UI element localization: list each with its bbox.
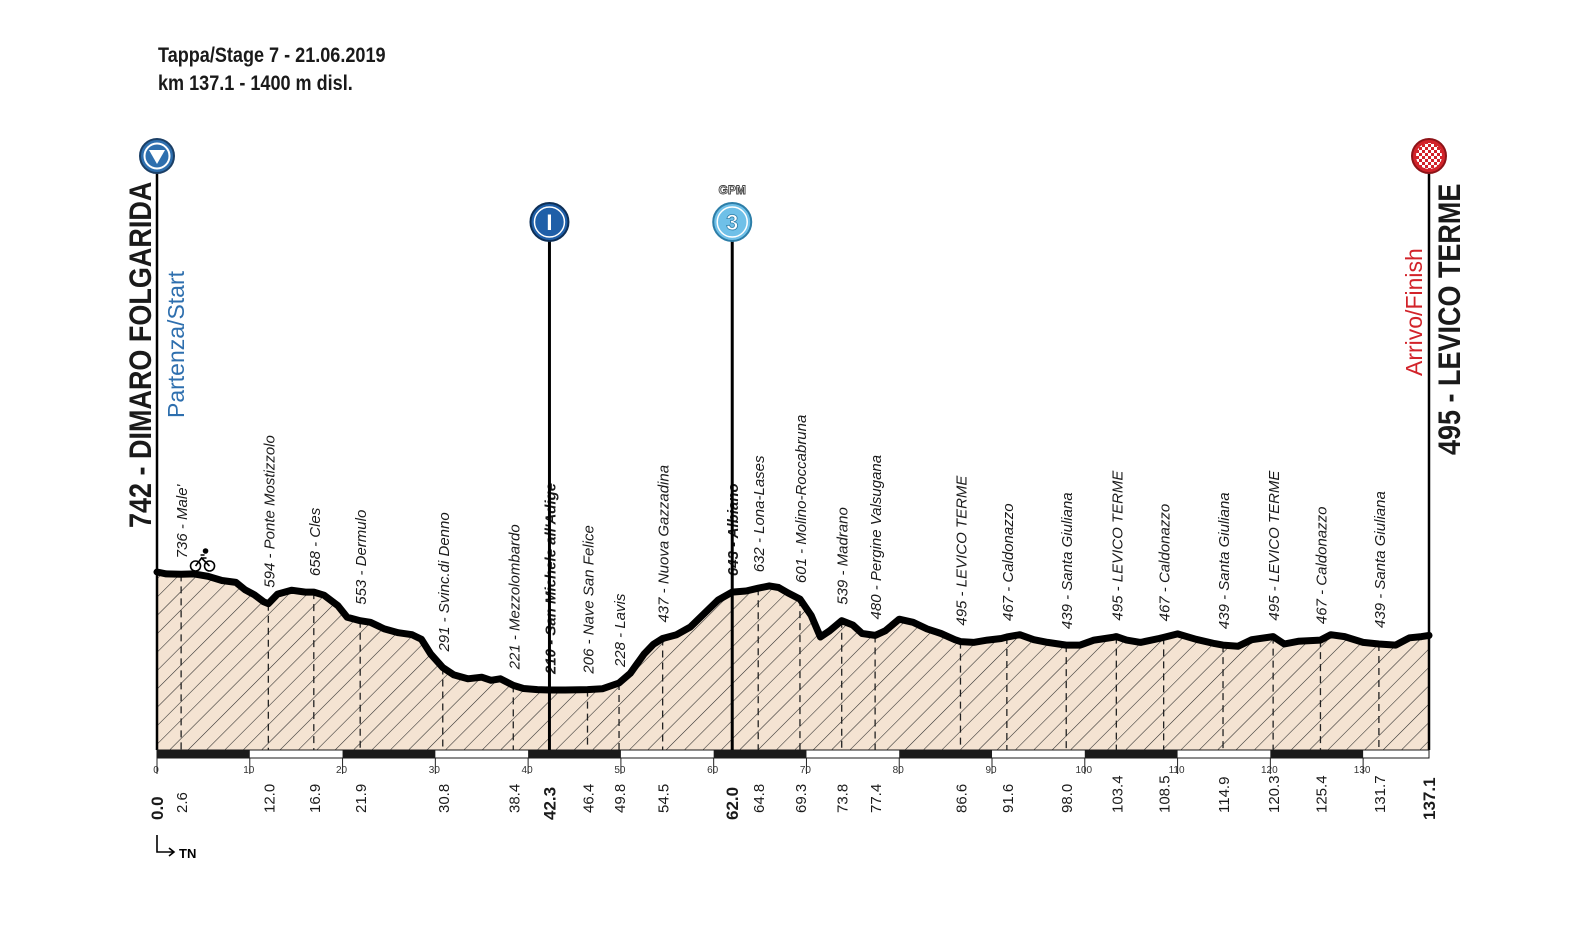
stage-subtitle: km 137.1 - 1400 m disl. xyxy=(158,72,353,95)
waypoint-km: 131.7 xyxy=(1372,775,1389,813)
x-tick-label: 0 xyxy=(153,765,159,776)
waypoint-label: 594 - Ponte Mostizzolo xyxy=(261,435,278,588)
cyclist-icon xyxy=(189,548,216,572)
waypoint-label: 553 - Dermulo xyxy=(353,510,370,605)
waypoint-label: 539 - Madrano xyxy=(835,507,852,605)
km-bar-segment xyxy=(528,750,621,758)
waypoint-km: 120.3 xyxy=(1266,775,1283,813)
waypoint-label: 206 - Nave San Felice xyxy=(580,525,597,674)
waypoint-km: 0.0 xyxy=(148,796,167,820)
waypoint-label: 658 - Cles xyxy=(307,507,324,576)
x-tick-label: 90 xyxy=(985,765,997,776)
intermediate-sprint-marker: I xyxy=(529,202,570,750)
waypoint-km: 38.4 xyxy=(506,784,523,813)
gpm-climb-marker: 3 GPM xyxy=(712,183,753,750)
waypoint-km: 64.8 xyxy=(751,784,768,813)
waypoint-labels: 736 - Male' 594 - Ponte Mostizzolo 658 - C… xyxy=(174,415,1389,675)
waypoint-label: 495 - LEVICO TERME xyxy=(953,475,970,626)
waypoint-label: 439 - Santa Giuliana xyxy=(1216,492,1233,629)
checkered-flag-icon xyxy=(1416,143,1442,169)
km-bar-segment xyxy=(1270,750,1364,758)
waypoint-km: 30.8 xyxy=(436,784,453,813)
profile-area xyxy=(157,572,1429,750)
waypoint-km: 21.9 xyxy=(353,784,370,813)
region-label: TN xyxy=(179,846,196,861)
x-tick-label: 110 xyxy=(1169,765,1185,776)
x-axis-ticks: 0 10 20 30 40 50 60 70 80 90 100 110 120 130 xyxy=(153,758,1371,776)
start-place: 742 - DIMARO FOLGARIDA xyxy=(124,182,158,528)
arrow-right-icon xyxy=(156,835,176,857)
waypoint-label: 601 - Molino-Roccabruna xyxy=(793,415,810,583)
x-tick-label: 70 xyxy=(800,765,812,776)
waypoint-label: 480 - Pergine Valsugana xyxy=(868,455,885,620)
x-tick-label: 50 xyxy=(614,765,626,776)
waypoint-km: 42.3 xyxy=(540,787,559,820)
x-tick-label: 40 xyxy=(522,765,534,776)
waypoint-km: 108.5 xyxy=(1157,775,1174,813)
waypoint-label: 495 - LEVICO TERME xyxy=(1266,470,1283,621)
waypoint-km: 62.0 xyxy=(723,787,742,820)
x-tick-label: 30 xyxy=(429,765,441,776)
waypoint-km: 54.5 xyxy=(656,784,673,813)
waypoint-label: 221 - Mezzolombardo xyxy=(506,524,523,670)
km-bar-segment xyxy=(713,750,807,758)
waypoint-dash-lines xyxy=(180,574,1380,750)
km-bar-segment xyxy=(342,750,436,758)
waypoint-km: 2.6 xyxy=(174,792,191,813)
waypoint-label: 467 - Caldonazzo xyxy=(1000,503,1017,621)
waypoint-km: 125.4 xyxy=(1313,775,1330,813)
km-scale-bar xyxy=(156,749,1430,759)
waypoint-label: 467 - Caldonazzo xyxy=(1313,507,1330,625)
profile-line xyxy=(153,568,1433,694)
waypoint-label: 291 - Svinc.di Denno xyxy=(436,512,453,652)
intermediate-sprint-icon: I xyxy=(546,210,552,235)
km-bar-segment xyxy=(899,750,993,758)
stage-title-block: Tappa/Stage 7 - 21.06.2019 km 137.1 - 14… xyxy=(158,42,423,98)
waypoint-km: 114.9 xyxy=(1216,777,1233,813)
start-label: Partenza/Start xyxy=(163,270,189,418)
waypoint-km: 73.8 xyxy=(835,784,852,813)
waypoint-label: 439 - Santa Giuliana xyxy=(1059,492,1076,629)
km-bar-segment xyxy=(1084,750,1178,758)
x-tick-label: 130 xyxy=(1354,765,1371,776)
gpm-label: GPM xyxy=(719,183,746,197)
x-tick-label: 60 xyxy=(707,765,719,776)
finish-label: Arrivo/Finish xyxy=(1401,248,1427,376)
waypoint-km: 46.4 xyxy=(580,784,597,813)
waypoint-km-labels: 0.0 2.6 12.0 16.9 21.9 30.8 38.4 42.3 46.4 49.8 54… xyxy=(148,775,1439,820)
finish-marker xyxy=(1411,138,1447,174)
waypoint-km: 12.0 xyxy=(261,784,278,813)
waypoint-label: 228 - Lavis xyxy=(612,593,629,668)
waypoint-km: 137.1 xyxy=(1420,777,1439,820)
waypoint-km: 16.9 xyxy=(307,784,324,813)
waypoint-km: 86.6 xyxy=(953,784,970,813)
waypoint-label: 632 - Lona-Lases xyxy=(751,455,768,572)
waypoint-km: 49.8 xyxy=(612,784,629,813)
waypoint-label: 439 - Santa Giuliana xyxy=(1372,491,1389,628)
waypoint-label: 495 - LEVICO TERME xyxy=(1109,470,1126,621)
waypoint-km: 98.0 xyxy=(1059,784,1076,813)
waypoint-label: 736 - Male' xyxy=(174,483,191,558)
region-marker: TN xyxy=(156,835,196,861)
x-tick-label: 10 xyxy=(243,765,255,776)
start-triangle-icon xyxy=(149,150,165,164)
x-tick-label: 120 xyxy=(1261,765,1278,776)
x-tick-label: 80 xyxy=(893,765,905,776)
stage-title: Tappa/Stage 7 - 21.06.2019 xyxy=(158,44,386,67)
waypoint-km: 103.4 xyxy=(1109,775,1126,813)
x-tick-label: 20 xyxy=(336,765,348,776)
x-tick-label: 100 xyxy=(1075,765,1092,776)
waypoint-km: 77.4 xyxy=(868,784,885,813)
waypoint-label: 437 - Nuova Gazzadina xyxy=(656,465,673,623)
start-marker xyxy=(139,138,175,174)
finish-place: 495 - LEVICO TERME xyxy=(1433,184,1467,455)
waypoint-km: 69.3 xyxy=(793,784,810,813)
waypoint-km: 91.6 xyxy=(1000,784,1017,813)
mountain-climb-icon: 3 xyxy=(726,210,738,235)
km-bar-segment xyxy=(157,750,250,758)
waypoint-label: 467 - Caldonazzo xyxy=(1157,504,1174,622)
